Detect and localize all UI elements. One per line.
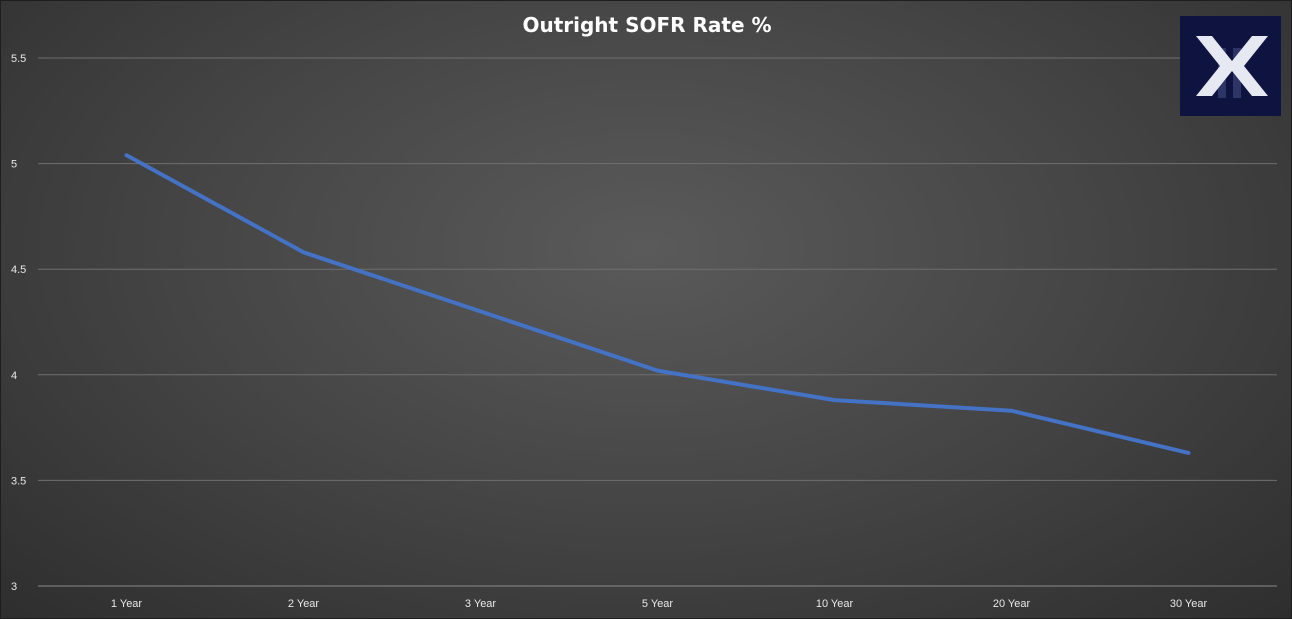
- x-tick-label: 30 Year: [1170, 598, 1208, 610]
- x-tick-label: 20 Year: [993, 598, 1031, 610]
- y-tick-label: 5.5: [11, 53, 26, 65]
- x-tick-label: 10 Year: [816, 598, 854, 610]
- x-tick-label: 1 Year: [111, 598, 143, 610]
- chart-title: Outright SOFR Rate %: [522, 13, 772, 37]
- y-tick-label: 3: [11, 581, 17, 593]
- x-tick-label: 3 Year: [465, 598, 497, 610]
- y-tick-label: 3.5: [11, 475, 26, 487]
- brand-logo: [1180, 16, 1281, 116]
- x-tick-label: 5 Year: [642, 598, 674, 610]
- x-tick-label: 2 Year: [288, 598, 320, 610]
- series-line: [124, 153, 1191, 455]
- y-tick-label: 5: [11, 159, 17, 171]
- y-tick-label: 4: [11, 370, 17, 382]
- x-logo-icon: [1196, 36, 1268, 98]
- y-tick-label: 4.5: [11, 264, 26, 276]
